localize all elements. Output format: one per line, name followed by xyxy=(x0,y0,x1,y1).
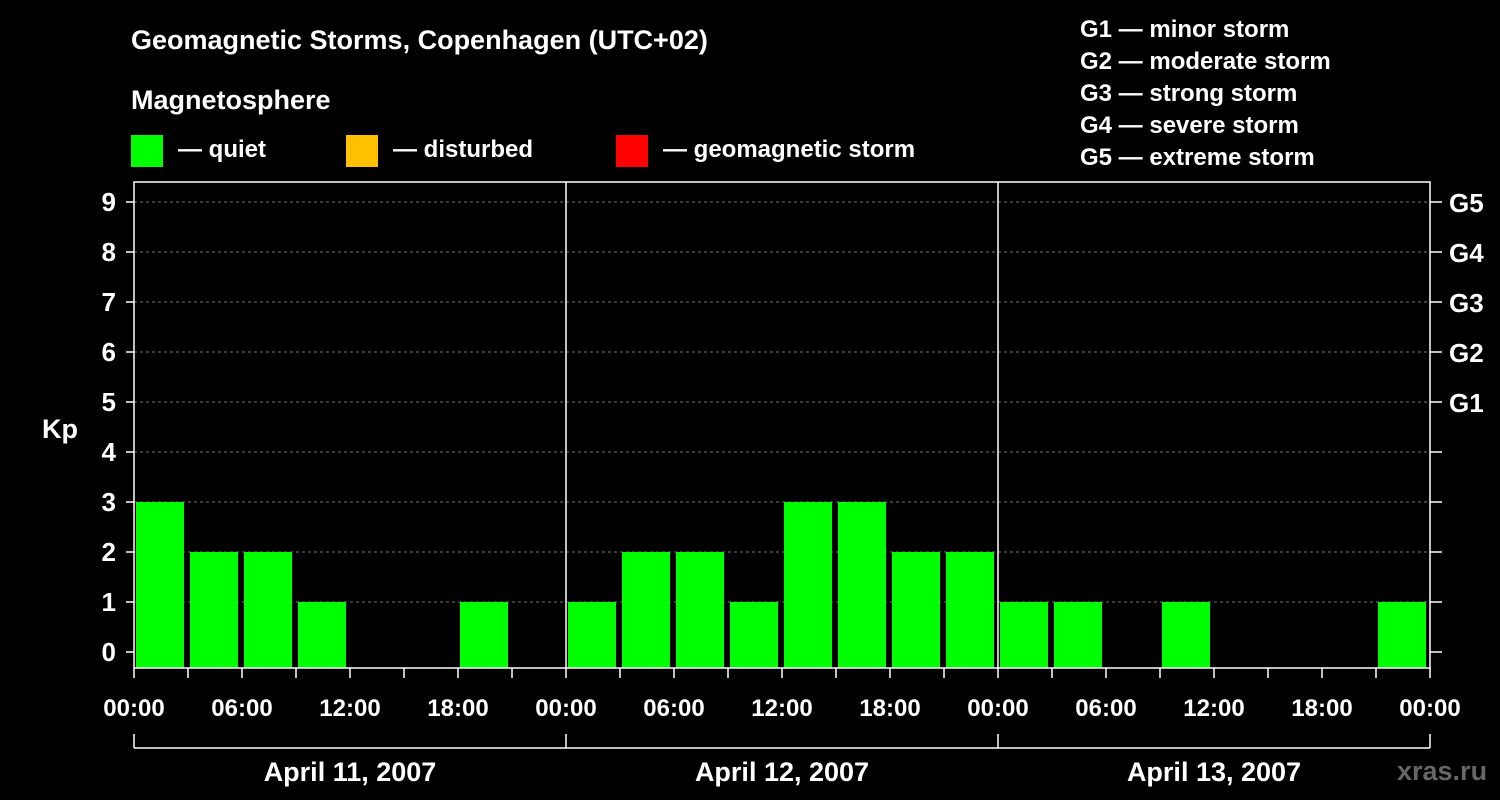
legend: — quiet — disturbed — geomagnetic storm xyxy=(131,135,915,167)
kp-bar-15 xyxy=(946,552,994,668)
x-tick-label-5: 06:00 xyxy=(643,695,704,722)
y-tick-label-6: 6 xyxy=(102,337,116,367)
legend-label-disturbed: — disturbed xyxy=(393,136,533,163)
kp-bar-16 xyxy=(1000,602,1048,668)
x-tick-label-7: 18:00 xyxy=(859,695,920,722)
storm-scale-g5: G5 — extreme storm xyxy=(1080,144,1315,171)
kp-bar-6 xyxy=(460,602,508,668)
date-label-1: April 12, 2007 xyxy=(695,757,869,787)
kp-bar-23 xyxy=(1378,602,1426,668)
storm-scale-g1: G1 — minor storm xyxy=(1080,16,1289,43)
x-tick-label-0: 00:00 xyxy=(103,695,164,722)
storm-scale-g4: G4 — severe storm xyxy=(1080,112,1299,139)
legend-swatch-disturbed xyxy=(346,135,378,167)
x-tick-label-10: 12:00 xyxy=(1183,695,1244,722)
x-tick-label-4: 00:00 xyxy=(535,695,596,722)
kp-bar-1 xyxy=(190,552,238,668)
y-tick-label-7: 7 xyxy=(102,287,116,317)
kp-bar-9 xyxy=(622,552,670,668)
legend-label-quiet: — quiet xyxy=(178,136,266,163)
g-label-g1: G1 xyxy=(1449,388,1484,418)
kp-bar-11 xyxy=(730,602,778,668)
y-tick-label-8: 8 xyxy=(102,237,116,267)
plot-frame xyxy=(133,181,1431,669)
x-tick-label-9: 06:00 xyxy=(1075,695,1136,722)
kp-bar-13 xyxy=(838,502,886,668)
y-tick-label-1: 1 xyxy=(102,587,116,617)
kp-bar-2 xyxy=(244,552,292,668)
kp-bar-3 xyxy=(298,602,346,668)
x-tick-label-2: 12:00 xyxy=(319,695,380,722)
y-tick-label-3: 3 xyxy=(102,487,116,517)
kp-bar-14 xyxy=(892,552,940,668)
g-label-g3: G3 xyxy=(1449,288,1484,318)
kp-bar-8 xyxy=(568,602,616,668)
g-label-g2: G2 xyxy=(1449,338,1484,368)
x-tick-label-8: 00:00 xyxy=(967,695,1028,722)
x-tick-label-3: 18:00 xyxy=(427,695,488,722)
date-label-2: April 13, 2007 xyxy=(1127,757,1301,787)
storm-scale-legend: G1 — minor storm G2 — moderate storm G3 … xyxy=(1080,16,1331,171)
kp-bar-0 xyxy=(136,502,184,668)
kp-bar-10 xyxy=(676,552,724,668)
legend-swatch-storm xyxy=(616,135,648,167)
legend-swatch-quiet xyxy=(131,135,163,167)
y-tick-label-5: 5 xyxy=(102,387,116,417)
x-tick-label-11: 18:00 xyxy=(1291,695,1352,722)
x-tick-label-6: 12:00 xyxy=(751,695,812,722)
storm-scale-g2: G2 — moderate storm xyxy=(1080,48,1331,75)
g-label-g5: G5 xyxy=(1449,188,1484,218)
chart-title: Geomagnetic Storms, Copenhagen (UTC+02) xyxy=(131,25,708,55)
kp-bar-12 xyxy=(784,502,832,668)
y-tick-label-4: 4 xyxy=(102,437,117,467)
watermark: xras.ru xyxy=(1397,756,1487,786)
g-label-g4: G4 xyxy=(1449,238,1484,268)
kp-bar-19 xyxy=(1162,602,1210,668)
date-label-0: April 11, 2007 xyxy=(264,757,437,787)
y-tick-label-0: 0 xyxy=(102,637,116,667)
legend-title: Magnetosphere xyxy=(131,85,331,115)
y-tick-label-2: 2 xyxy=(102,537,116,567)
y-tick-label-9: 9 xyxy=(102,187,116,217)
legend-label-storm: — geomagnetic storm xyxy=(663,136,915,163)
y-axis-label: Kp xyxy=(42,414,78,444)
x-tick-label-1: 06:00 xyxy=(211,695,272,722)
x-tick-label-12: 00:00 xyxy=(1399,695,1460,722)
kp-bar-17 xyxy=(1054,602,1102,668)
storm-scale-g3: G3 — strong storm xyxy=(1080,80,1297,107)
